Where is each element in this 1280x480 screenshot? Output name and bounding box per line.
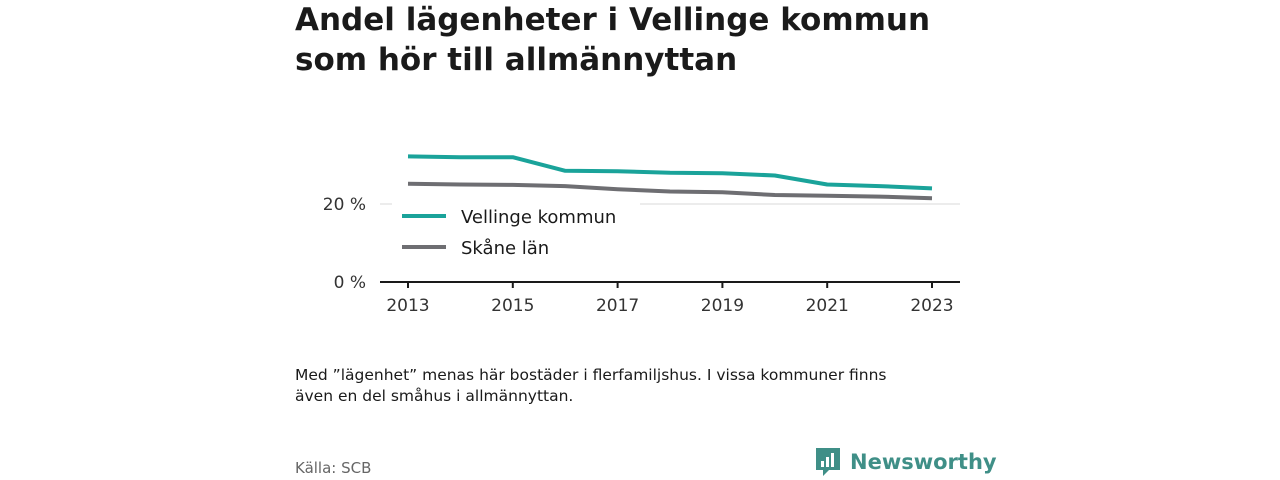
legend-label: Vellinge kommun: [461, 207, 616, 228]
series-line: [407, 154, 933, 191]
source-label: Källa: SCB: [295, 459, 372, 477]
legend-label: Skåne län: [461, 238, 549, 259]
chart-title: Andel lägenheter i Vellinge kommun som h…: [295, 0, 995, 80]
chart-footnote: Med ”lägenhet” menas här bostäder i fler…: [295, 365, 995, 407]
x-tick-label: 2015: [491, 296, 534, 316]
x-tick-label: 2021: [806, 296, 849, 316]
footnote-line-1: Med ”lägenhet” menas här bostäder i fler…: [295, 366, 887, 384]
newsworthy-brand[interactable]: Newsworthy: [814, 446, 997, 478]
newsworthy-logo-icon: [816, 448, 840, 476]
x-tick-label: 2013: [386, 296, 429, 316]
series-line: [407, 181, 933, 201]
chart-title-line-2: som hör till allmännyttan: [295, 42, 738, 78]
footnote-line-2: även en del småhus i allmännyttan.: [295, 387, 574, 405]
y-tick-label: 20 %: [323, 195, 366, 215]
legend-background: [392, 202, 640, 266]
chart-title-line-1: Andel lägenheter i Vellinge kommun: [295, 2, 931, 38]
x-tick-label: 2023: [910, 296, 953, 316]
x-tick-label: 2019: [701, 296, 744, 316]
brand-name: Newsworthy: [850, 450, 997, 474]
y-tick-label: 0 %: [334, 273, 366, 293]
x-tick-label: 2017: [596, 296, 639, 316]
line-chart: 0 % 20 % 2013 2015 2017 2019 2021 2023 Vellinge …: [323, 154, 960, 316]
